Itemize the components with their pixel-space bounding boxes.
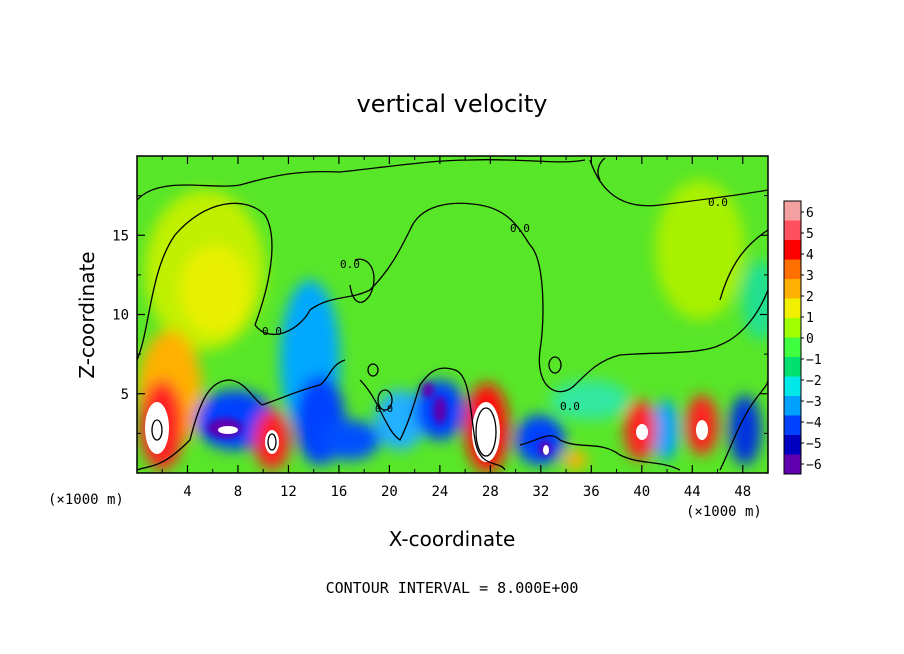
x-tick-label: 24 [431, 484, 448, 500]
downdraft-peak [543, 445, 549, 455]
downdraft-region [651, 400, 679, 460]
y-tick-label: 10 [112, 308, 129, 324]
colorbar-label: 1 [806, 311, 814, 326]
colorbar-label: 2 [806, 290, 814, 305]
zero-contour [267, 433, 277, 451]
x-tick-label: 12 [280, 484, 297, 500]
colorbar-swatch [784, 376, 801, 397]
y-axis-label: Z-coordinate [75, 251, 99, 378]
x-tick-label: 28 [482, 484, 499, 500]
colorbar-label: −6 [806, 458, 822, 473]
colorbar: 6 5 4 3 2 1 0 −1 −2 −3 −4 −5 −6 [783, 200, 822, 475]
downdraft-region [550, 380, 630, 420]
x-tick-label: 4 [183, 484, 191, 500]
colorbar-swatch [784, 318, 801, 338]
contour-label: 0.0 [708, 196, 728, 209]
downdraft-core [422, 382, 434, 398]
footer-contour-interval: CONTOUR INTERVAL = 8.000E+00 [326, 579, 579, 597]
colorbar-swatch [784, 337, 801, 358]
x-axis-ticks: 4 8 12 16 20 24 28 32 36 40 44 48 [161, 156, 751, 500]
contour-lines [137, 157, 768, 471]
zero-contour [261, 359, 346, 406]
downdraft-core [433, 396, 447, 424]
colorbar-label: −1 [806, 353, 822, 368]
colorbar-label: 4 [806, 248, 814, 263]
colorbar-label: 6 [806, 206, 814, 221]
colorbar-label: −5 [806, 437, 822, 452]
zero-contour [359, 367, 506, 471]
x-tick-label: 44 [684, 484, 701, 500]
zero-contour [529, 244, 768, 393]
zero-contour [475, 407, 497, 457]
x-tick-label: 36 [583, 484, 600, 500]
updraft-peak [696, 420, 708, 440]
zero-contour [137, 159, 586, 201]
zero-contour [519, 435, 681, 471]
x-tick-label: 8 [234, 484, 242, 500]
downdraft-region [742, 260, 768, 340]
zero-contour [137, 202, 273, 361]
x-tick-label: 40 [633, 484, 650, 500]
colorbar-label: −3 [806, 395, 822, 410]
velocity-field: 0.0 0.0 0.0 0.0 0.0 0.0 [137, 156, 768, 473]
updraft-peak [472, 402, 500, 462]
colorbar-swatch [784, 454, 801, 475]
colorbar-swatch [784, 279, 801, 299]
contour-label: 0.0 [560, 400, 580, 413]
contour-label: 0.0 [510, 222, 530, 235]
downdraft-region [729, 395, 761, 465]
colorbar-swatch [784, 415, 801, 436]
zero-contour [137, 379, 263, 471]
updraft-peak [636, 424, 648, 440]
colorbar-swatch [784, 201, 801, 221]
updraft-peak [265, 430, 279, 454]
zero-contour [589, 159, 768, 207]
colorbar-swatch [784, 259, 801, 280]
contour-label: 0.0 [340, 258, 360, 271]
colorbar-swatch [784, 357, 801, 377]
updraft-region [563, 450, 587, 470]
colorbar-label: −2 [806, 374, 822, 389]
downdraft-region [515, 415, 565, 465]
y-tick-label: 15 [112, 228, 129, 244]
zero-contour [548, 356, 562, 374]
updraft-core [180, 245, 250, 335]
x-unit-left: (×1000 m) [48, 492, 124, 508]
zero-contour [367, 363, 379, 377]
contour-labels: 0.0 0.0 0.0 0.0 0.0 0.0 [262, 196, 728, 415]
colorbar-swatch [784, 396, 801, 416]
zero-contour [597, 157, 606, 181]
zero-contour [151, 419, 163, 441]
downdraft-region [375, 390, 425, 450]
zero-contour [719, 379, 768, 471]
updraft-peak [145, 402, 169, 454]
downdraft-peak [218, 426, 238, 434]
x-axis-label: X-coordinate [389, 527, 516, 551]
colorbar-label: 5 [806, 227, 814, 242]
contour-label: 0.0 [262, 325, 282, 338]
updraft-region [655, 180, 745, 320]
y-axis-ticks: 5 10 15 [112, 195, 768, 434]
x-unit-right: (×1000 m) [686, 504, 762, 520]
x-tick-label: 16 [330, 484, 347, 500]
colorbar-swatch [784, 220, 801, 241]
zero-contour [349, 258, 375, 304]
downdraft-region [320, 420, 380, 460]
colorbar-swatch [784, 240, 801, 260]
x-tick-label: 32 [532, 484, 549, 500]
contour-label: 0.0 [375, 404, 393, 415]
x-tick-label: 48 [734, 484, 751, 500]
colorbar-label: 3 [806, 269, 814, 284]
colorbar-swatch [784, 435, 801, 455]
zero-contour [377, 389, 393, 411]
chart-title: vertical velocity [357, 90, 548, 118]
colorbar-label: 0 [806, 332, 814, 347]
y-tick-label: 5 [121, 387, 129, 403]
x-tick-label: 20 [381, 484, 398, 500]
colorbar-swatch [784, 298, 801, 319]
colorbar-label: −4 [806, 416, 822, 431]
zero-contour [254, 202, 531, 336]
